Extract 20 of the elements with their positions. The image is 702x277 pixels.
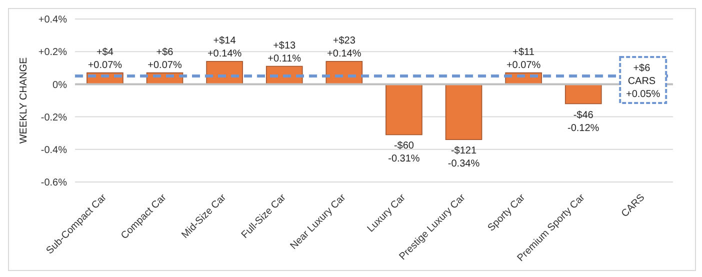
data-label: +$4 +0.07% [88,46,122,71]
annotation: +$6 CARS +0.05% [626,62,660,101]
bar [564,84,602,104]
bar [386,84,422,136]
y-tick-label: -0.6% [40,178,68,189]
y-tick-label: -0.4% [40,144,68,156]
y-tick-label: +0.2% [38,47,68,58]
y-tick-label: 0% [52,80,68,91]
data-label: +$23 +0.14% [327,35,362,60]
y-tick-label: -0.2% [40,112,68,124]
y-tick-label: +0.4% [38,14,68,26]
data-label: +$6 +0.07% [148,46,182,71]
data-label: -$46 -0.12% [568,110,600,134]
data-label: -$60 -0.31% [388,140,420,165]
data-label: +$14 +0.14% [207,35,242,60]
data-label: +$11 +0.07% [506,46,541,71]
y-axis-title: WEEKLY CHANGE [18,57,30,144]
data-label: +$13 +0.11% [268,40,302,64]
bar [445,84,482,140]
data-label: -$121 -0.34% [448,146,480,170]
